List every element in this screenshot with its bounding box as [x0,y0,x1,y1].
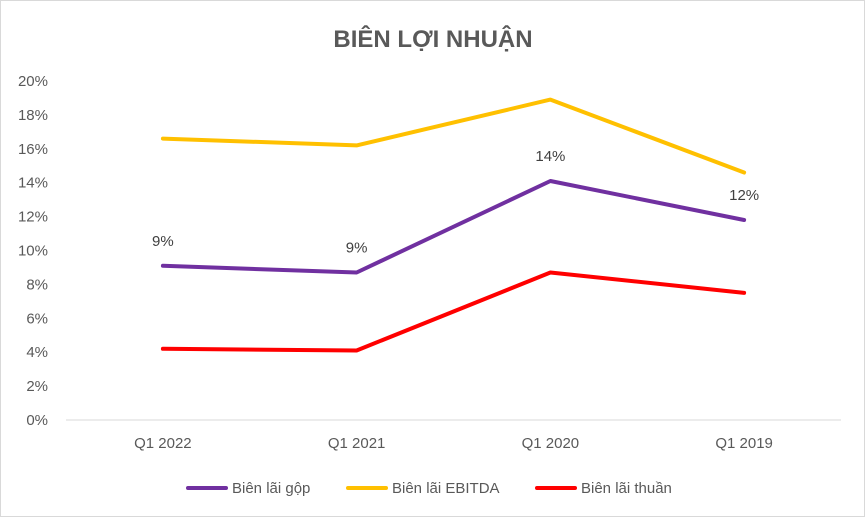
x-axis: Q1 2022 Q1 2021 Q1 2020 Q1 2019 [134,435,773,452]
legend-label: Biên lãi thuần [581,480,672,497]
y-tick-label: 2% [26,378,48,395]
y-tick-label: 4% [26,344,48,361]
y-tick-label: 12% [18,209,48,226]
series-line-1 [160,179,747,275]
y-tick-label: 6% [26,310,48,327]
y-tick-label: 14% [18,175,48,192]
chart-title: BIÊN LỢI NHUẬN [333,25,532,53]
y-tick-label: 10% [18,243,48,260]
data-label: 9% [152,233,174,250]
y-tick-label: 0% [26,412,48,429]
y-tick-label: 16% [18,141,48,158]
series-lines [160,97,747,353]
series-line-3 [160,270,747,353]
series-line-2 [160,97,747,175]
data-label: 9% [346,240,368,257]
data-label: 12% [729,187,759,204]
x-tick-label: Q1 2021 [328,435,386,452]
legend: Biên lãi gộp Biên lãi EBITDA Biên lãi thuầ… [186,480,672,497]
y-tick-label: 20% [18,73,48,90]
x-tick-label: Q1 2019 [715,435,773,452]
x-tick-label: Q1 2020 [522,435,580,452]
x-tick-label: Q1 2022 [134,435,192,452]
y-tick-label: 8% [26,276,48,293]
y-tick-label: 18% [18,107,48,124]
y-axis: 0% 2% 4% 6% 8% 10% 12% 14% 16% 18% 20% [18,73,48,429]
data-label: 14% [535,148,565,165]
legend-label: Biên lãi EBITDA [392,480,500,497]
data-labels: 9% 9% 14% 12% [152,148,759,257]
legend-label: Biên lãi gộp [232,480,310,497]
